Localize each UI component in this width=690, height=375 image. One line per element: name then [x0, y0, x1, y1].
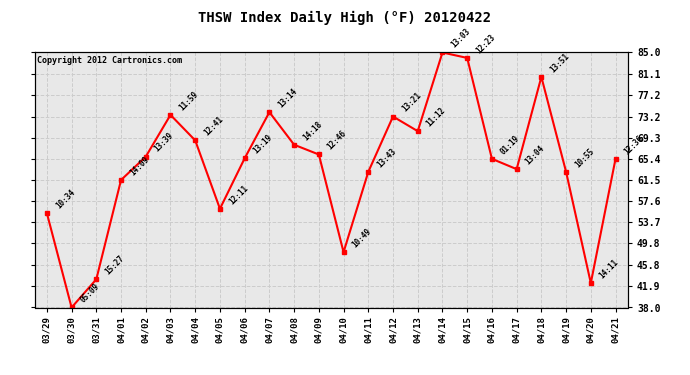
Text: 12:46: 12:46 — [326, 129, 348, 152]
Text: 12:41: 12:41 — [202, 115, 225, 138]
Text: 11:12: 11:12 — [424, 106, 447, 128]
Text: 14:11: 14:11 — [598, 258, 620, 280]
Text: 13:39: 13:39 — [152, 131, 175, 154]
Text: THSW Index Daily High (°F) 20120422: THSW Index Daily High (°F) 20120422 — [199, 11, 491, 26]
Text: 15:27: 15:27 — [104, 254, 126, 276]
Text: 14:09: 14:09 — [128, 154, 150, 177]
Text: 13:03: 13:03 — [449, 27, 472, 50]
Text: 12:11: 12:11 — [227, 183, 250, 206]
Text: 10:49: 10:49 — [351, 226, 373, 249]
Text: Copyright 2012 Cartronics.com: Copyright 2012 Cartronics.com — [37, 56, 182, 65]
Text: 01:19: 01:19 — [499, 134, 522, 156]
Text: 10:34: 10:34 — [54, 188, 77, 210]
Text: 13:21: 13:21 — [400, 91, 423, 114]
Text: 10:55: 10:55 — [573, 146, 595, 169]
Text: 13:19: 13:19 — [252, 133, 275, 156]
Text: 13:14: 13:14 — [276, 87, 299, 109]
Text: 13:43: 13:43 — [375, 146, 398, 169]
Text: 14:18: 14:18 — [301, 119, 324, 142]
Text: 05:09: 05:09 — [79, 282, 101, 305]
Text: 11:59: 11:59 — [177, 89, 200, 112]
Text: 12:36: 12:36 — [622, 134, 645, 156]
Text: 13:04: 13:04 — [524, 144, 546, 166]
Text: 12:23: 12:23 — [474, 32, 497, 55]
Text: 13:51: 13:51 — [549, 51, 571, 74]
